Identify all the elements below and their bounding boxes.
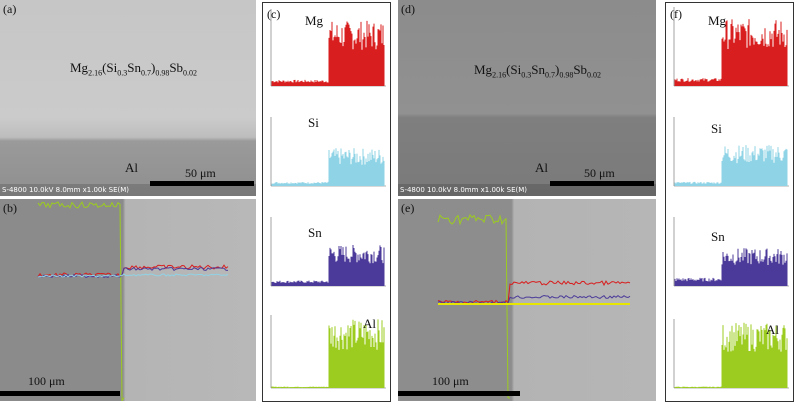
element-label-mg-f: Mg bbox=[708, 13, 727, 28]
linescan-b bbox=[37, 201, 229, 401]
linescan-sn-b bbox=[37, 266, 229, 279]
eds-al-f bbox=[673, 319, 789, 389]
eds-mg-f bbox=[673, 7, 789, 87]
sem-info-a: S-4800 10.0kV 8.0mm x1.00k SE(M) bbox=[0, 184, 256, 196]
panel-label-e: (e) bbox=[401, 201, 415, 215]
scale-bar-d bbox=[550, 181, 654, 186]
substrate-label-a: Al bbox=[125, 160, 138, 175]
panel-a: (a) Mg2.16(Si0.3Sn0.7)0.98Sb0.02 Al 50 μ… bbox=[0, 0, 256, 196]
panel-d: (d) Mg2.16(Si0.3Sn0.7)0.98Sb0.02 Al 50 μ… bbox=[398, 0, 656, 196]
eds-sn-f bbox=[673, 217, 789, 287]
panel-label-f: (f) bbox=[670, 7, 682, 21]
eds-si-c bbox=[270, 117, 386, 187]
sem-image-b bbox=[0, 199, 256, 401]
element-label-sn-c: Sn bbox=[308, 225, 322, 240]
panel-label-c: (c) bbox=[267, 7, 281, 21]
panel-b: (b) 100 μm bbox=[0, 199, 256, 401]
linescan-al-b bbox=[37, 201, 125, 401]
element-label-al-f: Al bbox=[766, 322, 779, 337]
scale-label-a: 50 μm bbox=[185, 166, 216, 180]
linescan-al-e bbox=[437, 213, 511, 399]
eds-al-c bbox=[270, 315, 386, 389]
scale-label-e: 100 μm bbox=[432, 374, 469, 388]
linescan-mg-e bbox=[437, 280, 631, 305]
sem-image-d bbox=[398, 0, 656, 196]
panel-label-d: (d) bbox=[401, 2, 415, 16]
scale-label-b: 100 μm bbox=[28, 374, 65, 388]
substrate-label-d: Al bbox=[535, 160, 548, 175]
panel-f: (f) Mg Si Sn Al bbox=[665, 2, 794, 402]
scale-bar-b bbox=[0, 391, 120, 396]
linescan-si-b bbox=[37, 273, 229, 278]
panel-e: (e) 100 μm bbox=[398, 199, 656, 401]
panel-c: (c) Mg Si Sn Al bbox=[262, 2, 391, 402]
linescan-e bbox=[437, 213, 631, 399]
panel-label-b: (b) bbox=[3, 201, 17, 215]
compound-formula-a: Mg2.16(Si0.3Sn0.7)0.98Sb0.02 bbox=[70, 60, 198, 78]
element-label-al-c: Al bbox=[363, 316, 376, 331]
element-label-si-c: Si bbox=[308, 115, 319, 130]
panel-label-a: (a) bbox=[3, 2, 17, 16]
sem-image-a bbox=[0, 0, 256, 196]
element-label-si-f: Si bbox=[711, 121, 722, 136]
eds-sn-c bbox=[270, 217, 386, 287]
element-label-mg-c: Mg bbox=[305, 13, 324, 28]
element-label-sn-f: Sn bbox=[711, 229, 725, 244]
eds-si-f bbox=[673, 117, 789, 187]
linescan-sn-e bbox=[437, 294, 631, 306]
sem-info-d: S-4800 10.0kV 8.0mm x1.00k SE(M) bbox=[398, 184, 656, 196]
sem-image-e bbox=[398, 199, 656, 401]
scale-label-d: 50 μm bbox=[584, 166, 615, 180]
eds-mg-c bbox=[270, 9, 386, 87]
compound-formula-d: Mg2.16(Si0.3Sn0.7)0.98Sb0.02 bbox=[474, 62, 602, 80]
scale-bar-a bbox=[150, 181, 254, 186]
scale-bar-e bbox=[398, 391, 520, 396]
